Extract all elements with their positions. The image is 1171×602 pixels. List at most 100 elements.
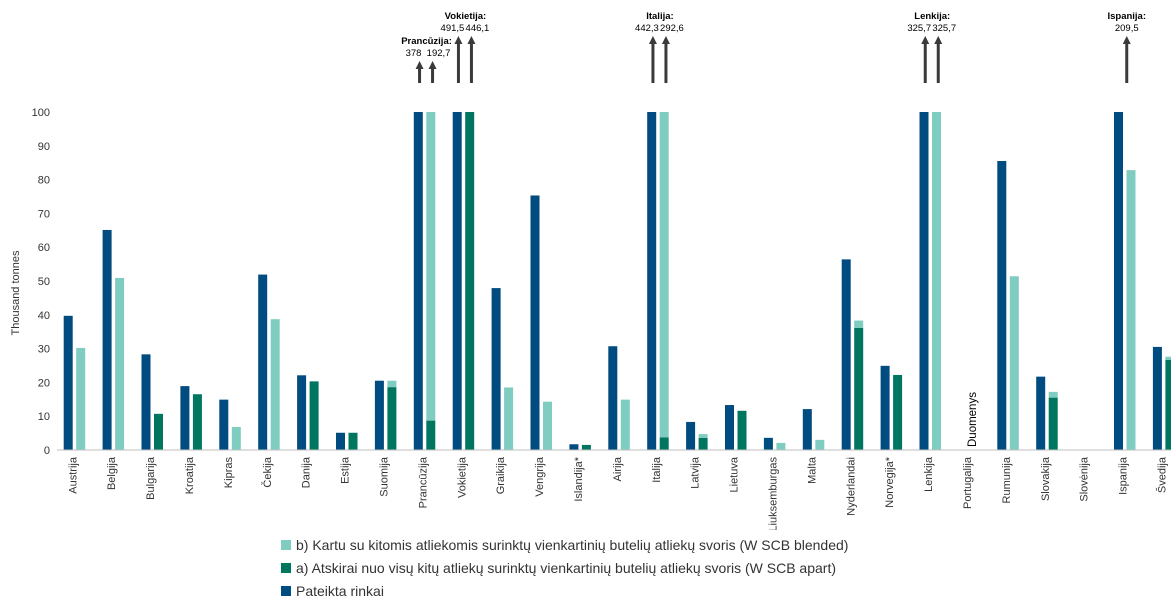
bar-market [997,161,1007,450]
x-tick-label: Danija [301,456,313,488]
x-tick-label: Bulgarija [145,456,157,500]
bar-market [647,112,657,450]
bar-apart [737,410,747,450]
x-tick-label: Ispanija [1118,456,1130,495]
x-tick-label: Nyderlandai [845,457,857,516]
x-tick-label: Latvija [690,456,702,489]
bar-market [725,405,734,450]
bar-market [880,365,890,450]
x-tick-label: Belgija [106,456,118,490]
bars [63,112,1171,451]
bar-market [336,432,345,450]
y-tick-label: 20 [38,377,50,389]
x-tick-label: Vokietija [456,456,468,498]
annotation-value: 292,6 [660,23,684,34]
bar-blended [620,399,630,450]
bar-market [1152,346,1162,450]
x-tick-label: Kroatija [184,456,196,494]
y-axis: 0 10 20 30 40 50 60 70 80 90 100 [32,107,50,457]
annotation-value: 325,7 [932,23,956,34]
bar-market [258,274,268,450]
bar-market [413,112,423,450]
annotation-title: Ispanija: [1107,11,1146,22]
bar-blended [1009,276,1019,450]
annotation-title: Vokietija: [445,11,487,22]
annotation-title: Italija: [646,11,673,22]
y-tick-label: 90 [38,141,50,153]
bar-blended [426,112,436,421]
legend-label-apart: a) Atskirai nuo visų kitų atliekų surink… [296,559,836,576]
x-tick-label: Liuksemburgas [768,457,780,531]
bar-blended [1126,170,1136,451]
bar-apart [1048,397,1058,450]
bar-blended [776,442,786,450]
x-tick-label: Slovėnija [1079,456,1091,502]
overflow-annotations: Prancūzija:378 192,7 Vokietija:491,5 446,1 I… [401,11,1146,83]
bar-apart [698,437,708,450]
legend-swatch-market [281,585,291,596]
y-tick-label: 30 [38,344,50,356]
bar-blended [76,347,86,450]
bar-apart [154,413,163,450]
bar-market [102,229,112,450]
annotation-value: 325,7 [907,23,931,34]
bar-apart [465,112,475,450]
legend-label-blended: b) Kartu su kitomis atliekomis surinktų … [296,536,849,553]
legend-swatch-blended [281,539,291,550]
x-tick-label: Prancūzija [417,456,429,508]
bar-apart [309,381,319,450]
y-tick-label: 60 [38,242,50,254]
x-tick-label: Kipras [223,457,235,489]
x-tick-label: Vengrija [534,456,546,497]
annotation-title: Lenkija: [914,11,950,22]
legend-item-market: Pateikta rinkai [281,579,848,602]
bar-blended [231,427,241,450]
bar-blended [1048,391,1058,398]
x-tick-label: Portugalija [962,456,974,509]
bar-market [1114,112,1123,450]
x-tick-label: Lietuva [729,456,741,492]
annotation-value: 209,5 [1115,23,1139,34]
bar-market [802,409,812,450]
bar-market [219,399,229,450]
bar-blended [815,439,825,450]
bar-market [608,346,618,450]
x-tick-label: Malta [806,456,818,484]
y-tick-label: 50 [38,276,50,288]
x-tick-label: Rumunija [1001,456,1013,503]
bar-apart [387,387,397,450]
annotation-arrow-head [454,36,463,44]
bar-apart [1165,359,1171,450]
legend-swatch-apart [281,562,291,573]
x-tick-label: Airija [612,456,624,481]
bar-apart [348,432,358,450]
y-tick-label: 10 [38,411,50,423]
legend-item-apart: a) Atskirai nuo visų kitų atliekų surink… [281,556,848,579]
bar-apart [854,327,864,450]
bar-market [180,386,190,450]
x-tick-label: Estija [340,456,352,484]
bar-market [1036,376,1046,450]
bar-market [374,380,384,450]
bar-apart [426,420,436,450]
bar-market [491,288,501,450]
x-axis: Austrija Belgija Bulgarija Kroatija Kipras Če… [67,456,1168,530]
annotation-value: 378 [406,48,422,59]
y-tick-label: 40 [38,310,50,322]
bar-market [919,112,929,450]
bar-blended [270,319,280,450]
bar-blended [1165,356,1171,360]
annotation-arrow-head [1122,36,1131,44]
x-tick-label: Italija [651,456,663,483]
annotation-arrow-head [934,36,943,44]
bar-market [452,112,462,450]
annotation-value: 491,5 [441,23,465,34]
x-tick-label: Švedija [1156,456,1169,493]
y-tick-label: 0 [44,445,50,457]
annotation-arrow-head [921,36,930,44]
x-tick-label: Slovakija [1040,456,1052,501]
y-tick-label: 100 [32,107,50,119]
annotation-arrow-head [415,61,424,69]
bar-market [841,259,851,450]
bar-market [530,195,540,450]
